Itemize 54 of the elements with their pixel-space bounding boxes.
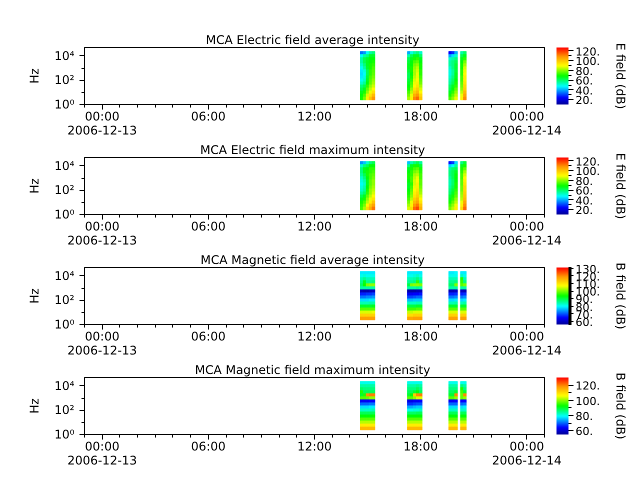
color-bar-label: 20. — [576, 204, 593, 218]
x-tick-label: 06:00 — [191, 330, 226, 344]
x-tick-label: 00:00 2006-12-14 — [492, 220, 562, 248]
x-tick-label: 12:00 — [297, 110, 332, 124]
chart-title: MCA Electric field maximum intensity — [200, 143, 426, 157]
color-bar-label: 120. — [576, 45, 600, 58]
x-tick-label: 12:00 — [297, 220, 332, 234]
color-bar-title: E field (dB) — [614, 152, 628, 220]
x-tick-label: 06:00 — [191, 440, 226, 454]
y-tick-label: 10⁴ — [54, 48, 75, 63]
y-axis-title: Hz — [27, 68, 42, 84]
x-tick-label: 00:00 2006-12-14 — [492, 330, 562, 358]
color-bar-title: B field (dB) — [614, 262, 628, 330]
y-axis-title: Hz — [27, 288, 42, 304]
y-axis-title: Hz — [27, 398, 42, 414]
color-bar-label: 120. — [576, 380, 600, 393]
y-tick-label: 10² — [54, 293, 75, 308]
y-tick-label: 10² — [54, 403, 75, 418]
y-tick-label: 10⁰ — [54, 98, 75, 112]
y-tick-label: 10² — [54, 73, 75, 88]
chart-title: MCA Magnetic field average intensity — [200, 253, 425, 267]
chart-title: MCA Electric field average intensity — [206, 33, 420, 47]
x-tick-label: 00:00 2006-12-13 — [67, 110, 138, 138]
x-tick-label: 00:00 2006-12-13 — [67, 220, 138, 248]
x-tick-label: 18:00 — [403, 330, 438, 344]
y-tick-label: 10⁴ — [54, 158, 75, 173]
y-tick-label: 10⁰ — [54, 318, 75, 332]
color-bar-label: 60. — [576, 425, 593, 438]
chart-title: MCA Magnetic field maximum intensity — [194, 363, 430, 377]
color-bar-label: 20. — [576, 94, 593, 108]
x-tick-label: 18:00 — [403, 220, 438, 234]
x-tick-label: 18:00 — [403, 440, 438, 454]
y-tick-label: 10⁴ — [54, 268, 75, 283]
y-tick-label: 10⁰ — [54, 208, 75, 222]
y-tick-label: 10⁴ — [54, 378, 75, 393]
color-bar-label: 80. — [576, 410, 593, 423]
x-tick-label: 06:00 — [191, 110, 226, 124]
y-tick-label: 10⁰ — [54, 428, 75, 442]
color-bar-label: 60. — [576, 74, 593, 88]
x-tick-label: 06:00 — [191, 220, 226, 234]
x-tick-label: 12:00 — [297, 330, 332, 344]
y-axis-title: Hz — [27, 178, 42, 194]
y-tick-label: 10² — [54, 183, 75, 198]
color-bar-label: 120. — [576, 155, 600, 168]
x-tick-label: 00:00 2006-12-14 — [492, 440, 562, 468]
x-tick-label: 18:00 — [403, 110, 438, 124]
x-tick-label: 00:00 2006-12-14 — [492, 110, 562, 138]
color-bar-label: 60. — [576, 184, 593, 198]
x-tick-label: 00:00 2006-12-13 — [67, 330, 138, 358]
color-bar-label: 100. — [576, 394, 600, 408]
x-tick-label: 12:00 — [297, 440, 332, 454]
color-bar-title: B field (dB) — [614, 372, 628, 440]
color-bar-title: E field (dB) — [614, 42, 628, 110]
x-tick-label: 00:00 2006-12-13 — [67, 440, 138, 468]
